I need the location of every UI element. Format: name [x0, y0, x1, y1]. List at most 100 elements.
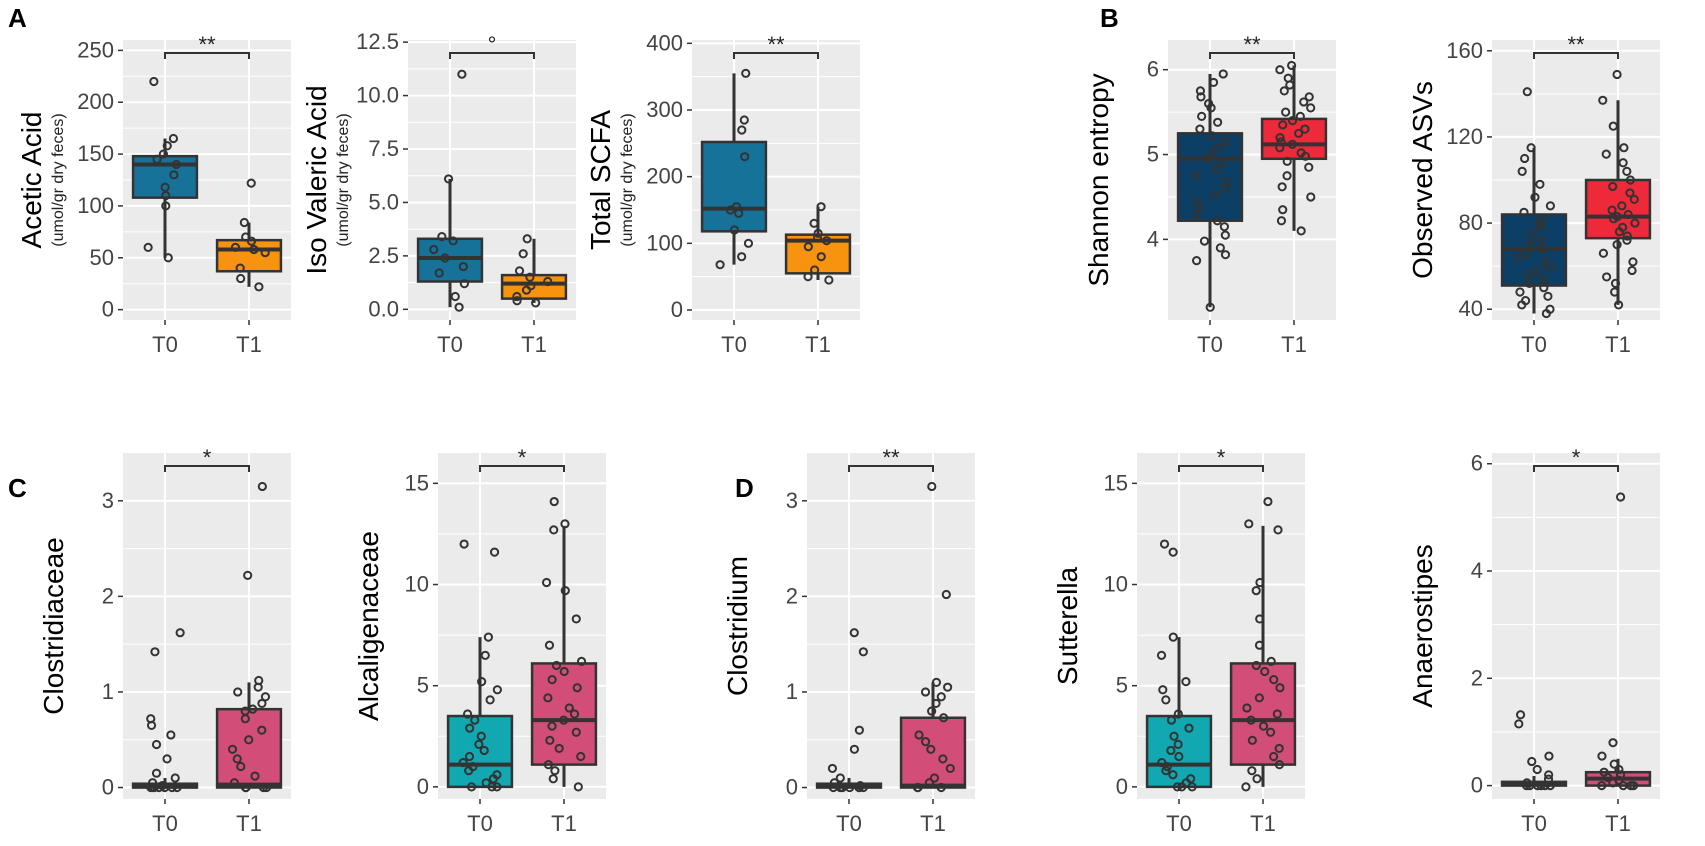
data-point: [550, 766, 560, 776]
x-tick-label-t1: T1: [1250, 811, 1276, 836]
data-point: [1622, 235, 1632, 245]
data-point: [521, 285, 532, 295]
box-t1: [1260, 60, 1328, 236]
data-point: [829, 778, 840, 788]
x-tick-label-t1: T1: [920, 811, 946, 836]
data-point: [167, 782, 177, 793]
data-point: [548, 774, 558, 784]
data-point: [1525, 240, 1535, 250]
data-point: [246, 236, 257, 246]
data-point: [1300, 124, 1310, 134]
box-t0: [700, 68, 768, 270]
chart-shannon: 4 5 6 T0 T1 ** Shannon entropy: [1083, 32, 1336, 357]
data-point: [936, 782, 946, 793]
data-point: [920, 737, 931, 747]
data-point: [551, 660, 562, 671]
data-point: [1177, 782, 1187, 792]
x-tick-label-t1: T1: [551, 811, 577, 836]
data-point: [151, 739, 162, 750]
data-point: [1274, 760, 1285, 770]
data-point: [734, 208, 744, 218]
data-point: [1625, 188, 1635, 198]
data-point: [1630, 218, 1640, 228]
data-point: [464, 766, 474, 776]
data-point: [543, 760, 554, 770]
data-point: [1274, 743, 1284, 754]
data-point: [1159, 539, 1170, 549]
data-point: [1206, 103, 1216, 113]
data-point: [931, 677, 942, 687]
data-point: [559, 715, 569, 725]
data-point: [914, 730, 924, 740]
data-point: [1597, 751, 1607, 761]
data-point: [1623, 209, 1633, 220]
data-point: [924, 778, 934, 788]
data-point: [1202, 154, 1213, 164]
data-point: [149, 76, 159, 87]
data-point: [1195, 86, 1206, 96]
data-point: [236, 761, 246, 772]
data-point: [1207, 131, 1217, 141]
data-point: [146, 720, 157, 731]
data-point: [522, 234, 532, 244]
data-point: [160, 182, 170, 192]
data-point: [1526, 143, 1536, 153]
data-point: [158, 149, 169, 159]
chart-observed: 40 80 120 160 T0 T1 ** Observed ASVs: [1407, 32, 1660, 357]
significance-label: **: [882, 445, 900, 470]
y-axis-label: Observed ASVs: [1407, 81, 1438, 279]
data-point: [1169, 731, 1179, 741]
y-axis-label: Iso Valeric Acid: [301, 85, 332, 274]
data-point: [1545, 780, 1555, 791]
data-point: [170, 773, 180, 783]
y-tick-label: 0: [417, 774, 429, 799]
y-tick-label: 3: [786, 488, 798, 513]
y-tick-label: 2: [1471, 665, 1483, 690]
data-point: [1273, 525, 1283, 535]
y-tick-label: 200: [77, 89, 114, 114]
data-point: [816, 202, 826, 212]
y-axis-label: Shannon entropy: [1083, 73, 1114, 286]
data-point: [172, 782, 182, 793]
data-point: [492, 782, 502, 792]
data-point: [230, 242, 241, 253]
data-point: [1199, 236, 1210, 246]
data-point: [1625, 175, 1636, 185]
data-point: [1219, 222, 1229, 232]
data-point: [531, 298, 541, 308]
data-point: [466, 782, 477, 792]
data-point: [149, 782, 159, 793]
data-point: [244, 735, 254, 745]
data-point: [1251, 660, 1261, 671]
y-tick-label: 160: [1446, 38, 1483, 63]
data-point: [1275, 132, 1285, 143]
data-point: [257, 698, 267, 709]
data-point: [564, 703, 574, 713]
data-point: [1211, 165, 1221, 175]
chart-clostridiaceae: 0 1 2 3 T0 T1 * Clostridiaceae: [38, 445, 291, 836]
data-point: [1530, 192, 1540, 202]
data-point: [858, 647, 868, 657]
data-point: [171, 159, 181, 170]
data-point: [243, 570, 253, 580]
data-point: [462, 709, 473, 719]
data-point: [161, 201, 171, 211]
data-point: [1197, 111, 1207, 121]
box-t0: [446, 539, 514, 792]
data-point: [1527, 229, 1537, 239]
data-point: [229, 778, 240, 788]
data-point: [945, 763, 955, 774]
data-point: [1166, 745, 1176, 756]
data-point: [1205, 302, 1215, 312]
chart-sutterella: 0 5 10 15 T0 T1 * Sutterella: [1052, 445, 1305, 836]
data-point: [573, 782, 583, 792]
significance-bracket: [164, 465, 250, 472]
data-point: [920, 687, 931, 697]
data-point: [458, 261, 468, 272]
data-point: [485, 695, 495, 705]
data-point: [1191, 256, 1202, 266]
x-tick-label-t1: T1: [521, 332, 547, 357]
chart-anaerostipes: 0 2 4 6 T0 T1 * Anaerostipes: [1407, 445, 1660, 836]
x-tick-label-t1: T1: [1605, 811, 1631, 836]
data-point: [1537, 244, 1547, 254]
